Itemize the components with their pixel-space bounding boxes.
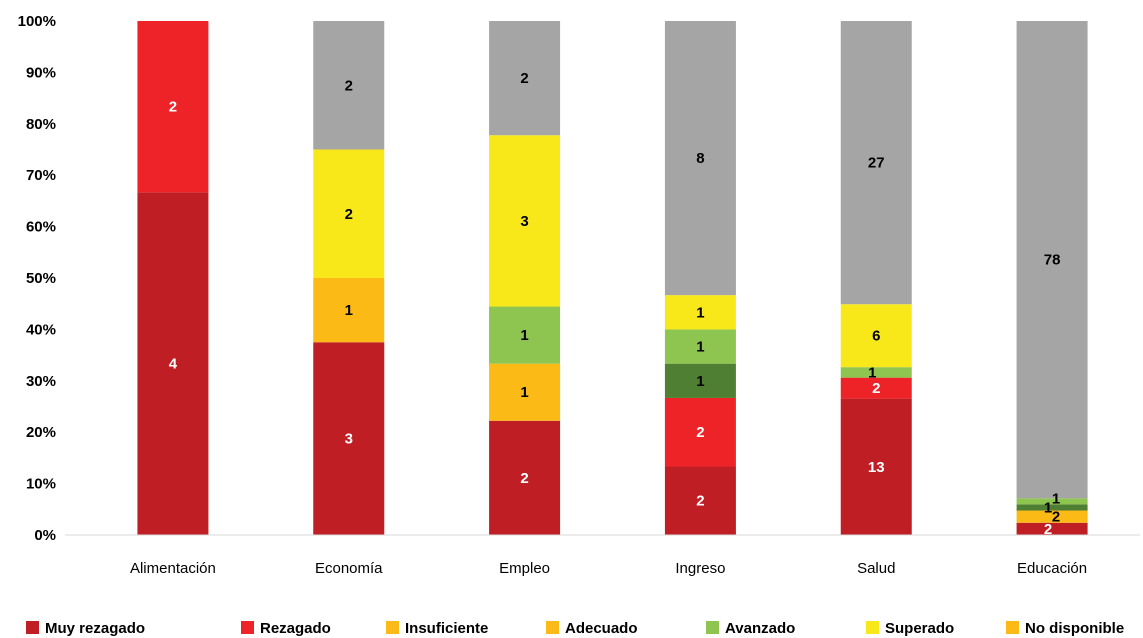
data-label: 1 [1044, 499, 1052, 516]
y-tick-label: 80% [26, 116, 56, 133]
bar-segment [489, 363, 561, 421]
bar-segment [840, 304, 912, 368]
bar-segment [313, 21, 385, 150]
data-label: 78 [1044, 252, 1061, 269]
legend-swatch [866, 621, 879, 634]
y-tick-label: 90% [26, 64, 56, 81]
legend-swatch [26, 621, 39, 634]
bar-segment [840, 367, 912, 378]
bar-segment [1016, 498, 1088, 505]
data-label: 1 [345, 302, 353, 319]
data-label: 2 [345, 206, 353, 223]
bar-segment [137, 21, 209, 193]
y-tick-label: 0% [34, 527, 56, 544]
data-label: 13 [868, 459, 885, 476]
bar-segment [489, 21, 561, 136]
bar-segment [1016, 522, 1088, 535]
data-label: 2 [696, 424, 704, 441]
bar-segment [137, 192, 209, 536]
legend-swatch [241, 621, 254, 634]
data-label: 27 [868, 155, 885, 172]
bar-segment [313, 342, 385, 535]
legend-item: Insuficiente [386, 620, 488, 637]
bar-segment [489, 135, 561, 307]
bar-segment [1016, 21, 1088, 499]
x-tick-label: Educación [1017, 560, 1087, 577]
legend-item: No disponible [1006, 620, 1124, 637]
bar-segment [1016, 510, 1088, 523]
data-label: 1 [1052, 490, 1060, 507]
data-label: 1 [696, 373, 704, 390]
bar-segment [489, 306, 561, 364]
x-tick-label: Ingreso [675, 560, 725, 577]
bar-segment [664, 466, 736, 535]
legend-swatch [546, 621, 559, 634]
data-label: 2 [872, 380, 880, 397]
data-label: 2 [520, 70, 528, 87]
bar-segment [664, 363, 736, 398]
legend-label: Avanzado [725, 620, 795, 637]
bar-segment [664, 295, 736, 330]
y-tick-label: 40% [26, 321, 56, 338]
data-label: 2 [1044, 521, 1052, 538]
data-label: 6 [872, 328, 880, 345]
x-axis-labels: Alimentación Economía Empleo Ingreso Salud Ed… [130, 560, 1087, 577]
bar-segment [313, 278, 385, 343]
data-label: 2 [1052, 509, 1060, 526]
legend-swatch [386, 621, 399, 634]
data-label: 3 [345, 431, 353, 448]
data-label: 1 [520, 327, 528, 344]
legend-item: Muy rezagado [26, 620, 145, 637]
bar-segment [840, 377, 912, 399]
bar-segment [313, 149, 385, 278]
x-tick-label: Empleo [499, 560, 550, 577]
y-tick-label: 30% [26, 373, 56, 390]
y-axis-ticks: 0% 10% 20% 30% 40% 50% 60% 70% 80% 90% 100% [18, 13, 56, 544]
x-tick-label: Economía [315, 560, 383, 577]
legend-label: Adecuado [565, 620, 638, 637]
legend-item: Avanzado [706, 620, 795, 637]
data-label: 1 [520, 384, 528, 401]
legend-label: Superado [885, 620, 954, 637]
y-tick-label: 10% [26, 476, 56, 493]
bar-stacks [137, 21, 1088, 536]
bar-segment [840, 21, 912, 305]
data-label: 2 [520, 470, 528, 487]
bar-segment [664, 329, 736, 364]
data-label: 1 [696, 304, 704, 321]
legend-swatch [1006, 621, 1019, 634]
bar-segment [664, 21, 736, 296]
legend-label: Muy rezagado [45, 620, 145, 637]
y-tick-label: 60% [26, 219, 56, 236]
data-label: 2 [345, 77, 353, 94]
data-label: 2 [696, 493, 704, 510]
legend-label: Insuficiente [405, 620, 488, 637]
legend-label: No disponible [1025, 620, 1124, 637]
legend-item: Adecuado [546, 620, 638, 637]
y-tick-label: 50% [26, 270, 56, 287]
y-tick-label: 100% [18, 13, 56, 30]
legend-item: Superado [866, 620, 954, 637]
data-label: 3 [520, 213, 528, 230]
x-tick-label: Salud [857, 560, 895, 577]
legend-swatch [706, 621, 719, 634]
x-tick-label: Alimentación [130, 560, 216, 577]
y-tick-label: 70% [26, 167, 56, 184]
legend-item: Rezagado [241, 620, 331, 637]
bar-segment [1016, 504, 1088, 511]
y-tick-label: 20% [26, 424, 56, 441]
data-label: 1 [868, 364, 876, 381]
legend-label: Rezagado [260, 620, 331, 637]
data-label: 1 [696, 339, 704, 356]
data-label: 8 [696, 150, 704, 167]
data-label: 2 [169, 99, 177, 116]
bar-segment [840, 398, 912, 535]
legend: Muy rezagado Rezagado Insuficiente Adecuado… [26, 620, 1124, 637]
bar-segment [489, 420, 561, 535]
bar-segment [664, 397, 736, 467]
data-label: 4 [169, 356, 178, 373]
